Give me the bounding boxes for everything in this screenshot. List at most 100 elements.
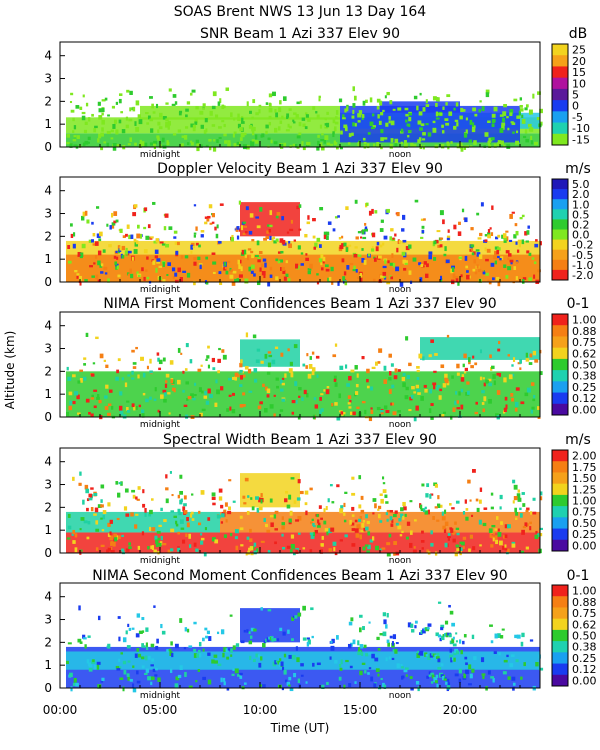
data-point — [349, 400, 352, 403]
data-point — [155, 103, 159, 109]
data-point — [449, 648, 453, 653]
data-point — [161, 243, 166, 246]
data-point — [369, 539, 374, 543]
data-point — [458, 639, 462, 644]
data-point — [207, 652, 211, 656]
data-point — [182, 506, 186, 512]
data-point — [224, 140, 228, 144]
data-point — [76, 394, 80, 400]
data-point — [444, 509, 447, 514]
data-point — [445, 259, 450, 264]
data-point — [253, 368, 258, 373]
y-tick-label: 4 — [44, 455, 52, 469]
data-point — [392, 411, 397, 416]
data-point — [326, 231, 330, 236]
data-point — [390, 363, 394, 367]
data-point — [129, 90, 133, 95]
data-point — [350, 522, 355, 526]
data-point — [228, 394, 232, 397]
data-point — [497, 348, 501, 352]
data-point — [415, 680, 420, 685]
data-point — [394, 143, 398, 147]
data-point — [397, 525, 402, 530]
data-point — [133, 249, 138, 254]
data-point — [286, 113, 290, 118]
data-point — [318, 98, 321, 102]
data-point — [117, 492, 121, 498]
data-point — [475, 249, 480, 252]
data-point — [156, 530, 161, 534]
data-point — [180, 255, 184, 259]
colorbar-frame — [551, 178, 569, 281]
data-point — [234, 375, 238, 381]
data-point — [313, 246, 316, 250]
data-point — [155, 667, 158, 671]
data-point — [197, 669, 201, 672]
data-point — [83, 357, 87, 360]
data-point — [143, 645, 146, 648]
data-point — [86, 219, 90, 224]
data-point — [497, 528, 500, 532]
data-point — [150, 236, 154, 239]
colorbar-tick-label: 20 — [572, 55, 586, 68]
data-point — [411, 386, 415, 390]
data-point — [102, 510, 107, 515]
data-point — [418, 137, 422, 142]
data-point — [182, 389, 185, 393]
data-point — [173, 236, 177, 239]
data-point — [437, 244, 441, 248]
data-point — [413, 519, 417, 522]
data-point — [374, 361, 378, 366]
data-point — [282, 546, 286, 550]
data-point — [258, 497, 261, 503]
data-point — [271, 237, 274, 242]
data-point — [285, 273, 289, 278]
data-point — [192, 124, 196, 129]
data-point — [403, 506, 407, 511]
data-point — [353, 265, 356, 270]
data-point — [153, 549, 157, 553]
data-point — [219, 203, 224, 206]
data-point — [150, 545, 154, 550]
data-point — [154, 535, 158, 541]
data-point — [445, 632, 449, 638]
data-point — [525, 104, 529, 108]
data-point — [440, 143, 445, 149]
data-point — [514, 223, 518, 227]
data-point — [482, 377, 485, 380]
data-point — [129, 107, 132, 112]
data-point — [281, 216, 285, 221]
data-point — [384, 494, 388, 498]
data-point — [494, 246, 499, 250]
data-point — [154, 674, 158, 677]
data-point — [452, 636, 455, 640]
data-point — [291, 399, 296, 404]
data-point — [436, 652, 440, 657]
data-point — [102, 249, 106, 253]
data-point — [516, 634, 521, 639]
data-point — [481, 390, 485, 394]
data-point — [177, 547, 181, 552]
data-point — [127, 660, 131, 663]
noon-label: noon — [389, 556, 411, 566]
data-point — [366, 550, 370, 553]
data-point — [463, 145, 467, 150]
data-point — [442, 106, 445, 110]
data-point — [199, 144, 203, 148]
data-point — [434, 483, 438, 488]
data-point — [90, 397, 95, 400]
data-point — [391, 253, 394, 258]
data-point — [191, 518, 195, 521]
data-point — [494, 236, 499, 240]
data-point — [149, 118, 154, 122]
data-point — [539, 496, 543, 501]
data-point — [124, 488, 129, 493]
data-point — [157, 357, 160, 362]
data-point — [82, 376, 87, 381]
data-point — [115, 219, 119, 223]
data-point — [442, 525, 446, 530]
data-point — [499, 130, 504, 133]
data-point — [237, 674, 241, 677]
data-point — [217, 370, 221, 374]
data-point — [147, 224, 151, 229]
